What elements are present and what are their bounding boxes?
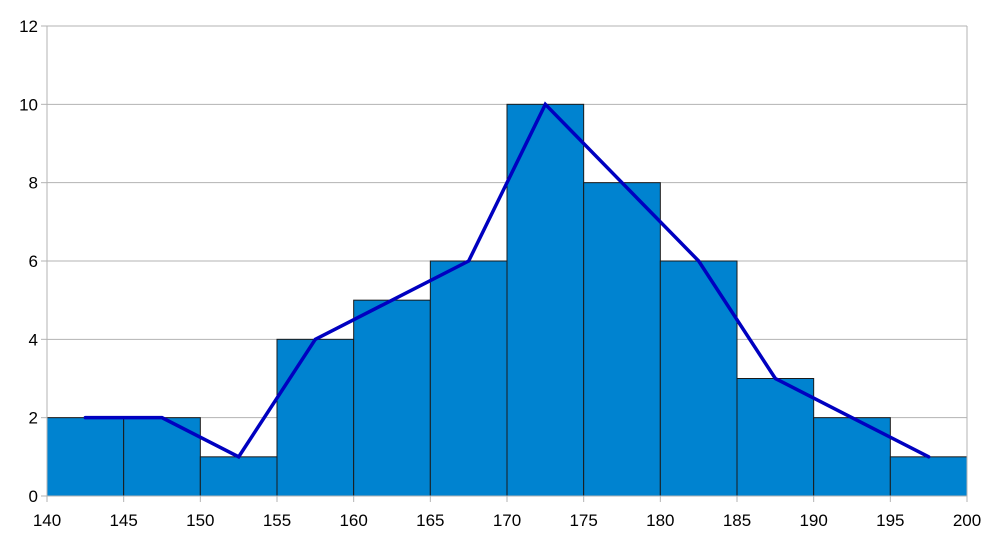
frequency-polygon-line bbox=[83, 101, 931, 460]
y-tick-label: 2 bbox=[29, 409, 38, 428]
x-axis-tick-labels: 140 145 150 155 160 165 170 175 180 185 190 195 200 bbox=[33, 511, 981, 530]
histogram-bar bbox=[353, 299, 431, 497]
y-tick-label: 10 bbox=[19, 95, 38, 114]
x-tick-label: 140 bbox=[33, 511, 61, 530]
x-tick-label: 165 bbox=[416, 511, 444, 530]
x-tick-label: 195 bbox=[876, 511, 904, 530]
y-tick-label: 12 bbox=[19, 17, 38, 36]
y-tick-label: 8 bbox=[29, 174, 38, 193]
x-tick-label: 145 bbox=[109, 511, 137, 530]
x-tick-label: 160 bbox=[339, 511, 367, 530]
histogram-bar bbox=[429, 260, 508, 497]
y-tick-label: 0 bbox=[29, 487, 38, 506]
histogram-bars bbox=[46, 103, 968, 497]
x-tick-label: 150 bbox=[186, 511, 214, 530]
histogram-bar bbox=[583, 182, 661, 497]
histogram-bar bbox=[736, 378, 815, 497]
y-tick-label: 6 bbox=[29, 252, 38, 271]
y-tick-label: 4 bbox=[29, 330, 38, 349]
x-tick-label: 200 bbox=[953, 511, 981, 530]
x-tick-label: 175 bbox=[569, 511, 597, 530]
histogram-bar bbox=[46, 417, 125, 497]
x-tick-label: 180 bbox=[646, 511, 674, 530]
histogram-bar bbox=[199, 456, 278, 497]
axes bbox=[41, 25, 968, 502]
y-axis-tick-labels: 0 2 4 6 8 10 12 bbox=[19, 17, 38, 506]
x-tick-label: 170 bbox=[493, 511, 521, 530]
x-tick-label: 185 bbox=[723, 511, 751, 530]
x-tick-label: 155 bbox=[263, 511, 291, 530]
histogram-bar bbox=[659, 260, 738, 497]
histogram-bar bbox=[889, 456, 968, 497]
x-tick-label: 190 bbox=[799, 511, 827, 530]
frequency-polygon bbox=[83, 101, 931, 460]
histogram-bar bbox=[276, 338, 355, 497]
